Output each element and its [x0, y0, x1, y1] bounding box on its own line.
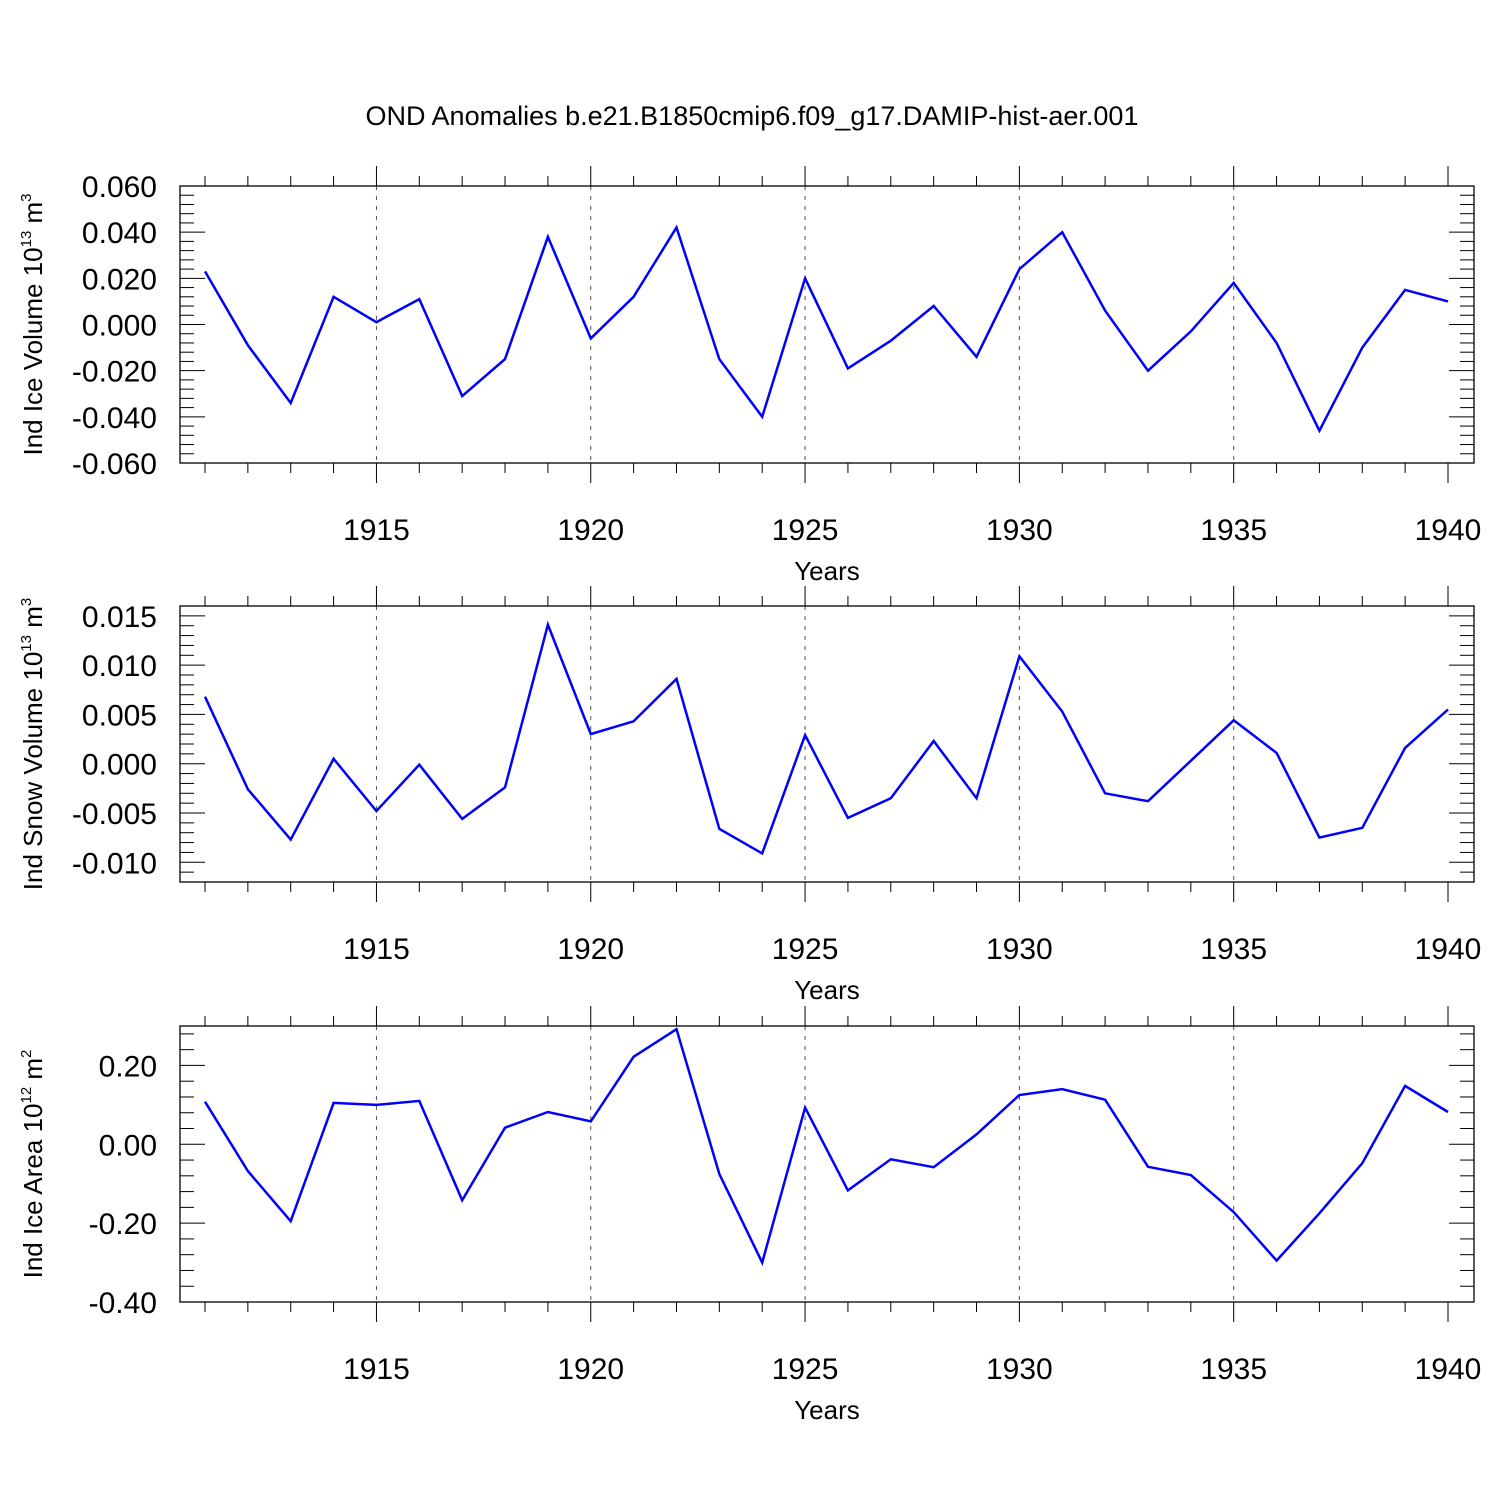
- y-tick-label: -0.40: [89, 1287, 157, 1320]
- y-axis-title-text: Ind Ice Area 10: [18, 1104, 48, 1279]
- y-tick-label: 0.20: [99, 1050, 157, 1083]
- y-axis-title-text: Ind Ice Volume 10: [18, 247, 48, 455]
- x-tick-label: 1915: [343, 514, 410, 547]
- y-tick-label: 0.060: [82, 171, 157, 204]
- x-tick-label: 1935: [1200, 1353, 1267, 1386]
- y-tick-label: -0.040: [72, 402, 157, 435]
- x-tick-label: 1935: [1200, 933, 1267, 966]
- plot-frame: [179, 185, 1475, 464]
- plot-frame: [179, 605, 1475, 883]
- y-tick-label: -0.010: [72, 847, 157, 880]
- figure-title: OND Anomalies b.e21.B1850cmip6.f09_g17.D…: [366, 101, 1139, 131]
- x-tick-label: 1915: [343, 1353, 410, 1386]
- y-axis-title-unit-exponent: 2: [18, 1050, 35, 1058]
- y-tick-label: -0.020: [72, 356, 157, 389]
- y-tick-label: 0.020: [82, 263, 157, 296]
- panel-3: 0.20 0.00 -0.20 -0.40 1915 1920 1925 1930 1935 19…: [18, 1006, 1481, 1425]
- y-axis-title-unit: m: [18, 606, 48, 635]
- y-axis-title-unit-exponent: 3: [18, 598, 35, 606]
- y-tick-label: 0.015: [82, 601, 157, 634]
- x-axis-title: Years: [794, 1395, 860, 1425]
- panel-2: 0.015 0.010 0.005 0.000 -0.005 -0.010 1915 1920…: [18, 586, 1481, 1005]
- series-line: [203, 224, 1449, 434]
- series-line: [203, 1027, 1449, 1267]
- x-tick-label: 1920: [557, 933, 624, 966]
- y-tick-label: -0.060: [72, 448, 157, 481]
- x-tick-label: 1930: [986, 933, 1053, 966]
- y-axis-title: Ind Ice Volume 1013 m3: [18, 193, 48, 455]
- y-axis-title-exponent: 12: [18, 1087, 35, 1104]
- y-tick-label: 0.000: [82, 749, 157, 782]
- y-axis-title: Ind Ice Area 1012 m2: [18, 1050, 48, 1279]
- y-tick-label: 0.005: [82, 699, 157, 732]
- y-axis-title-exponent: 13: [18, 635, 35, 652]
- panels: 0.060 0.040 0.020 0.000 -0.020 -0.040 -0.060 19…: [18, 166, 1481, 1425]
- y-axis-title: Ind Snow Volume 1013 m3: [18, 598, 48, 890]
- x-tick-label: 1915: [343, 933, 410, 966]
- x-axis-title: Years: [794, 556, 860, 586]
- x-tick-label: 1940: [1415, 514, 1482, 547]
- panel-1: 0.060 0.040 0.020 0.000 -0.020 -0.040 -0.060 19…: [18, 166, 1481, 586]
- x-tick-label: 1930: [986, 1353, 1053, 1386]
- x-tick-label: 1925: [772, 514, 839, 547]
- y-tick-label: -0.005: [72, 798, 157, 831]
- y-tick-label: -0.20: [89, 1208, 157, 1241]
- y-axis-title-unit: m: [18, 202, 48, 231]
- y-axis-title-unit: m: [18, 1058, 48, 1087]
- y-axis-title-text: Ind Snow Volume 10: [18, 652, 48, 891]
- x-tick-label: 1930: [986, 514, 1053, 547]
- y-tick-label: 0.00: [99, 1129, 157, 1162]
- x-tick-label: 1920: [557, 1353, 624, 1386]
- x-tick-label: 1920: [557, 514, 624, 547]
- x-axis-title: Years: [794, 975, 860, 1005]
- x-tick-label: 1940: [1415, 933, 1482, 966]
- y-axis-title-exponent: 13: [18, 231, 35, 248]
- y-tick-label: 0.000: [82, 310, 157, 343]
- series-line: [203, 620, 1449, 856]
- y-tick-label: 0.010: [82, 650, 157, 683]
- plot-frame: [179, 1025, 1475, 1303]
- x-tick-label: 1925: [772, 1353, 839, 1386]
- x-tick-label: 1940: [1415, 1353, 1482, 1386]
- x-tick-label: 1925: [772, 933, 839, 966]
- x-tick-label: 1935: [1200, 514, 1267, 547]
- y-tick-label: 0.040: [82, 217, 157, 250]
- y-axis-title-unit-exponent: 3: [18, 193, 35, 201]
